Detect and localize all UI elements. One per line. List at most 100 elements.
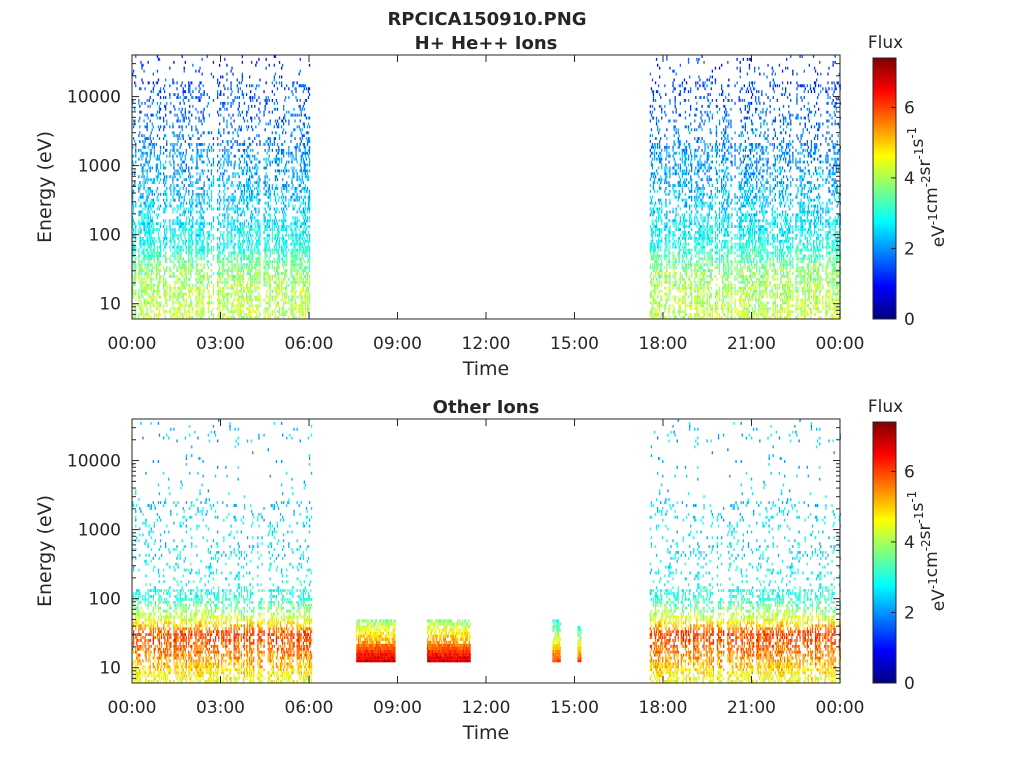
flux-cell	[659, 301, 661, 305]
flux-cell	[173, 166, 175, 170]
flux-cell	[258, 280, 260, 284]
flux-cell	[189, 87, 191, 91]
flux-cell	[156, 283, 159, 287]
flux-cell	[274, 55, 277, 58]
flux-cell	[290, 275, 292, 278]
flux-cell	[307, 195, 310, 199]
flux-cell	[152, 201, 154, 205]
flux-cell	[146, 251, 148, 255]
flux-cell	[196, 222, 198, 226]
flux-cell	[264, 219, 266, 223]
flux-cell	[165, 292, 167, 296]
flux-cell	[661, 201, 663, 205]
flux-cell	[308, 225, 311, 228]
flux-cell	[288, 201, 290, 205]
flux-cell	[227, 187, 229, 190]
flux-cell	[158, 251, 161, 255]
flux-cell	[196, 96, 198, 99]
flux-cell	[166, 301, 168, 305]
flux-cell	[282, 286, 284, 290]
flux-cell	[170, 310, 172, 314]
flux-cell	[256, 298, 258, 302]
flux-cell	[241, 316, 243, 319]
flux-cell	[660, 263, 662, 267]
flux-cell	[285, 213, 287, 217]
flux-cell	[661, 313, 663, 316]
flux-cell	[251, 198, 253, 202]
flux-cell	[661, 148, 663, 152]
flux-cell	[190, 245, 192, 249]
flux-cell	[268, 263, 270, 267]
flux-cell	[304, 239, 306, 243]
flux-cell	[218, 128, 220, 132]
flux-cell	[233, 263, 235, 267]
flux-cell	[649, 213, 651, 217]
flux-cell	[234, 310, 236, 314]
flux-cell	[292, 154, 294, 158]
flux-cell	[170, 286, 172, 290]
flux-cell	[195, 298, 197, 302]
flux-cell	[269, 316, 271, 319]
flux-cell	[203, 275, 205, 278]
flux-cell	[257, 298, 259, 302]
flux-cell	[243, 151, 246, 155]
flux-cell	[219, 239, 221, 243]
flux-cell	[163, 280, 165, 284]
flux-cell	[286, 242, 288, 246]
flux-cell	[237, 292, 239, 296]
flux-cell	[290, 134, 292, 138]
flux-cell	[172, 301, 174, 305]
flux-cell	[302, 181, 304, 184]
flux-cell	[661, 219, 663, 223]
flux-cell	[256, 304, 258, 308]
flux-cell	[147, 222, 149, 226]
flux-cell	[172, 316, 174, 319]
flux-cell	[155, 113, 157, 117]
flux-cell	[664, 277, 666, 281]
flux-cell	[199, 99, 201, 102]
flux-cell	[657, 307, 659, 311]
flux-cell	[164, 90, 166, 94]
flux-cell	[189, 260, 191, 264]
flux-cell	[197, 272, 199, 275]
flux-cell	[178, 151, 180, 155]
flux-cell	[266, 242, 268, 246]
flux-cell	[195, 260, 197, 264]
flux-cell	[265, 140, 267, 143]
flux-cell	[147, 239, 149, 243]
flux-cell	[198, 222, 200, 226]
flux-cell	[653, 143, 656, 146]
flux-cell	[174, 228, 176, 231]
flux-cell	[188, 222, 190, 226]
flux-cell	[302, 210, 304, 214]
flux-cell	[166, 280, 168, 284]
flux-cell	[150, 263, 152, 267]
flux-cell	[267, 295, 269, 299]
flux-cell	[290, 298, 292, 302]
flux-cell	[159, 251, 162, 255]
flux-cell	[281, 157, 283, 161]
flux-cell	[292, 277, 294, 281]
flux-cell	[232, 310, 234, 314]
flux-cell	[192, 231, 194, 234]
flux-cell	[291, 295, 293, 299]
flux-cell	[304, 204, 306, 208]
flux-cell	[166, 298, 168, 302]
flux-cell	[188, 184, 190, 187]
flux-cell	[200, 233, 202, 237]
flux-cell	[274, 295, 277, 299]
flux-cell	[296, 198, 298, 202]
flux-cell	[242, 116, 245, 120]
flux-cell	[283, 254, 285, 258]
flux-cell	[658, 131, 660, 135]
flux-cell	[294, 277, 296, 281]
flux-cell	[294, 113, 296, 117]
flux-cell	[138, 304, 140, 308]
flux-cell	[306, 289, 309, 293]
flux-cell	[223, 201, 225, 205]
flux-cell	[265, 66, 267, 70]
flux-cell	[190, 210, 192, 214]
flux-cell	[223, 101, 225, 105]
flux-cell	[238, 307, 240, 311]
flux-cell	[230, 222, 232, 226]
